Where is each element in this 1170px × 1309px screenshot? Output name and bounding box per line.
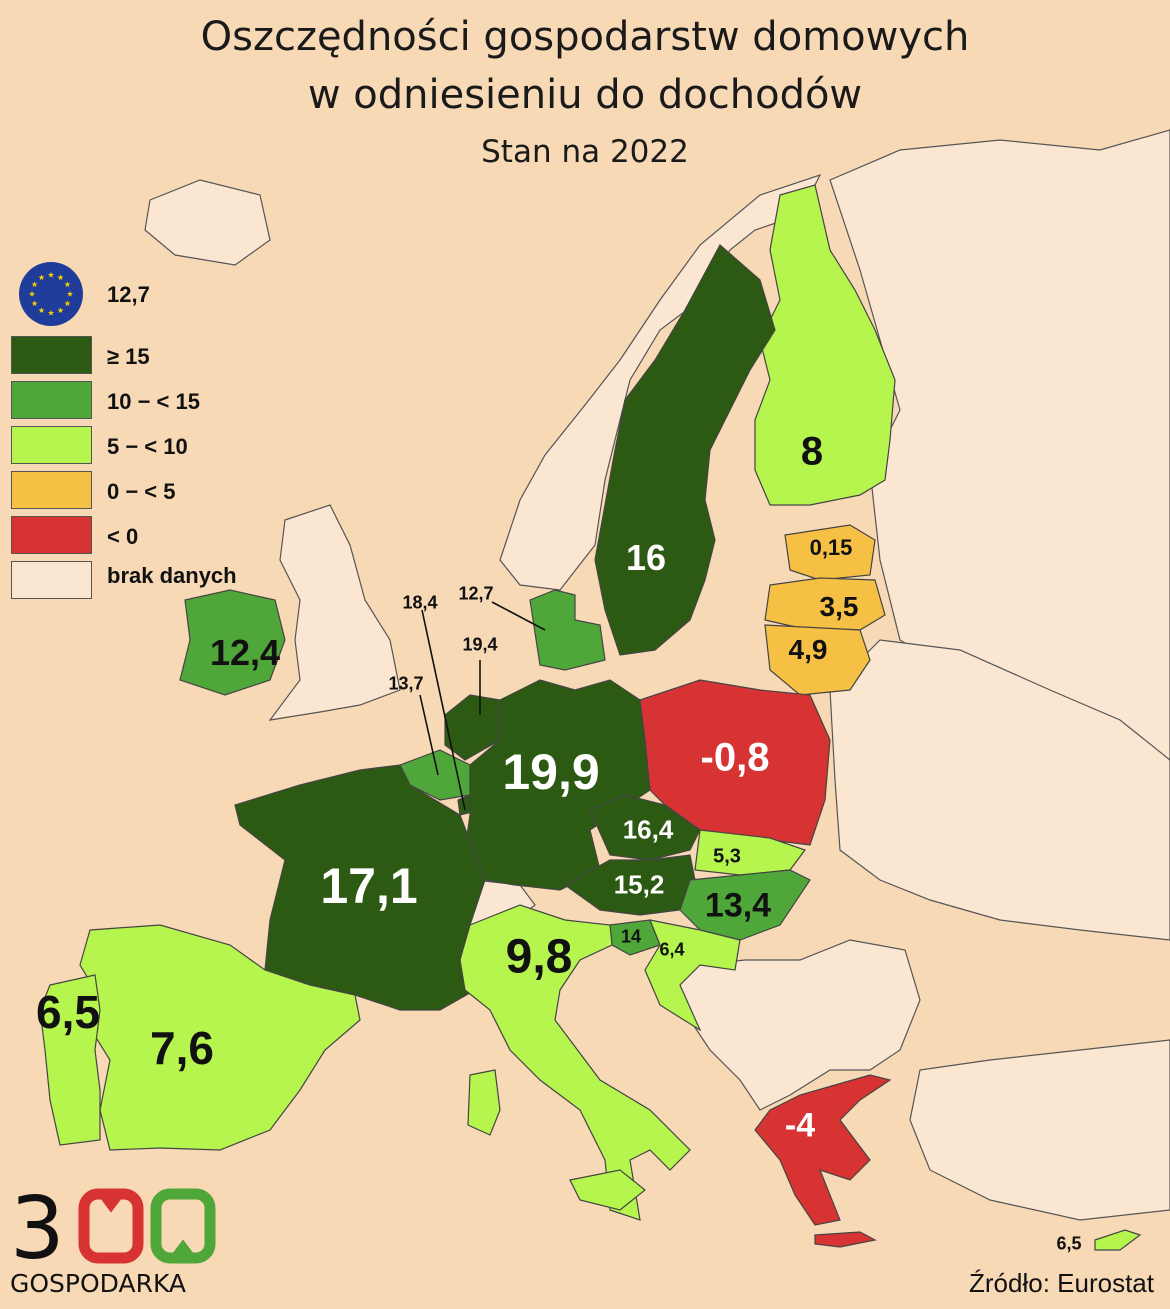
legend-swatch-5-10 (11, 426, 92, 464)
title-line-2: w odniesieniu do dochodów (307, 72, 863, 118)
eu-flag-icon (19, 262, 83, 326)
source-note: Źródło: Eurostat (969, 1268, 1154, 1298)
iceland-shape (144, 179, 271, 266)
logo-text: GOSPODARKA (10, 1269, 186, 1298)
eu-star-icon (47, 309, 55, 316)
eu-average-value: 12,7 (107, 282, 150, 307)
value-germany: 19,9 (502, 744, 600, 800)
portugal-shape (39, 974, 101, 1146)
eu-star-icon (57, 274, 64, 281)
value-cyprus: 6,5 (1056, 1233, 1082, 1254)
sicily-shape (569, 1169, 646, 1211)
value-spain: 7,6 (150, 1022, 214, 1074)
eu-star-icon (57, 307, 64, 314)
eu-star-icon (38, 274, 45, 281)
sardinia-shape (467, 1069, 501, 1136)
italy-shape (459, 904, 691, 1221)
cyprus-shape (1094, 1229, 1142, 1251)
value-poland: -0,8 (700, 735, 770, 780)
legend-swatch-ge15 (11, 336, 92, 374)
legend-label-no-data: brak danych (107, 563, 237, 588)
value-france: 17,1 (320, 858, 418, 914)
legend: 12,7 ≥ 15 10 − < 15 5 − < 10 0 − < 5 < 0… (11, 262, 271, 602)
denmark-shape (529, 589, 606, 671)
legend-label-5-10: 5 − < 10 (107, 434, 188, 459)
legend-swatch-lt0 (11, 516, 92, 554)
legend-swatch-no-data (11, 561, 92, 599)
legend-swatch-0-5 (11, 471, 92, 509)
value-slovenia: 14 (620, 926, 642, 947)
logo-digit-0-green (150, 1188, 216, 1264)
value-hungary: 13,4 (704, 886, 772, 925)
value-finland: 8 (800, 429, 824, 474)
greece-shape (754, 1074, 892, 1226)
value-estonia: 0,15 (809, 535, 853, 560)
croatia-shape (644, 919, 741, 1032)
logo-digit-3: 3 (10, 1180, 65, 1279)
value-ireland: 12,4 (209, 632, 281, 673)
eu-star-icon (38, 307, 45, 314)
eu-star-icon (64, 281, 71, 288)
france-shape (234, 764, 486, 1011)
ukraine-belarus-shape (829, 639, 1170, 941)
estonia-shape (784, 524, 876, 581)
eu-star-icon (47, 271, 55, 278)
value-denmark: 12,7 (458, 583, 494, 604)
value-latvia: 3,5 (819, 591, 859, 622)
legend-label-ge15: ≥ 15 (107, 344, 150, 369)
logo-digit-0-red (78, 1188, 144, 1264)
turkey-shape (909, 1039, 1170, 1221)
sweden-shape (594, 244, 776, 656)
value-czechia: 16,4 (622, 814, 674, 845)
uk-shape (268, 504, 401, 721)
value-belgium: 13,7 (388, 673, 424, 694)
title-line-1: Oszczędności gospodarstw domowych (200, 14, 970, 60)
legend-label-0-5: 0 − < 5 (107, 479, 176, 504)
eu-star-icon (64, 300, 71, 307)
hungary-shape (679, 869, 811, 941)
logo-300-gospodarka: 3 GOSPODARKA (10, 1179, 230, 1300)
eu-star-icon (31, 300, 38, 307)
eu-star-icon (28, 290, 36, 297)
ireland-shape (179, 589, 286, 696)
value-sweden: 16 (625, 537, 667, 578)
belgium-pointer (419, 694, 439, 776)
legend-label-lt0: < 0 (107, 524, 139, 549)
value-austria: 15,2 (613, 869, 665, 900)
poland-shape (639, 679, 831, 846)
crete-shape (814, 1231, 877, 1248)
value-portugal: 6,5 (36, 986, 100, 1038)
legend-label-10-15: 10 − < 15 (107, 389, 200, 414)
balkans-shape (659, 939, 921, 1111)
subtitle: Stan na 2022 (481, 134, 689, 170)
lithuania-shape (764, 624, 871, 696)
germany-shape (464, 679, 651, 891)
czechia-shape (589, 794, 701, 861)
eu-star-icon (66, 290, 74, 297)
value-slovakia: 5,3 (713, 845, 741, 868)
denmark-pointer (491, 601, 546, 631)
norway-shape (499, 173, 822, 591)
luxembourg-pointer (421, 609, 466, 811)
value-croatia: 6,4 (659, 939, 685, 960)
value-greece: -4 (784, 1106, 816, 1145)
value-netherlands: 19,4 (462, 634, 498, 655)
value-lithuania: 4,9 (788, 634, 828, 665)
value-italy: 9,8 (505, 930, 573, 984)
eu-star-icon (31, 281, 38, 288)
value-luxembourg: 18,4 (402, 592, 438, 613)
legend-swatch-10-15 (11, 381, 92, 419)
latvia-shape (764, 577, 886, 631)
